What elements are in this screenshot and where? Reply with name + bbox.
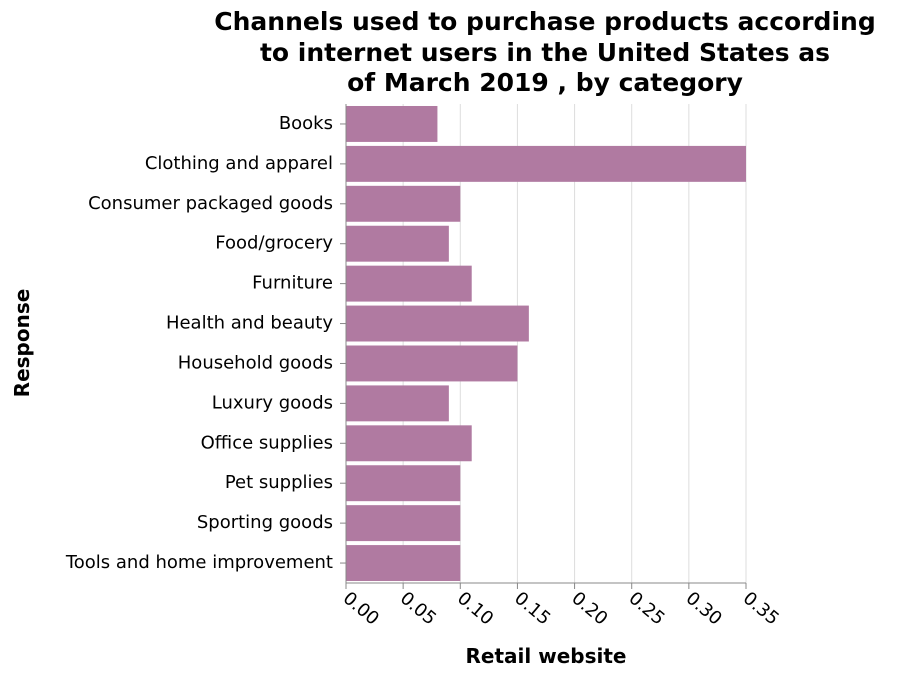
category-label: Tools and home improvement [65, 552, 333, 573]
x-tick-label: 0.00 [339, 588, 383, 630]
x-tick-label: 0.35 [739, 588, 783, 630]
bar [346, 345, 518, 382]
category-label: Consumer packaged goods [88, 193, 333, 214]
x-tick-label: 0.15 [510, 588, 554, 630]
bar [346, 145, 746, 182]
x-tick-label: 0.10 [453, 588, 497, 630]
category-label: Sporting goods [197, 512, 333, 533]
bar [346, 225, 449, 262]
x-tick-label: 0.20 [567, 588, 611, 630]
bar [346, 265, 472, 302]
category-label: Books [279, 113, 333, 134]
x-axis: 0.00 0.05 0.10 0.15 0.20 0.25 0.30 0.35 [339, 582, 783, 630]
title-line-1: Channels used to purchase products accor… [214, 7, 875, 36]
bar [346, 505, 461, 542]
title-line-2: to internet users in the United States a… [260, 38, 830, 67]
category-label: Luxury goods [212, 392, 333, 413]
bars-group [346, 105, 746, 582]
bar [346, 305, 529, 342]
title-line-3: of March 2019 , by category [347, 68, 743, 97]
bar [346, 185, 461, 222]
category-label: Furniture [252, 273, 333, 294]
category-label: Food/grocery [215, 233, 333, 254]
y-axis-title: Response [10, 289, 34, 398]
category-label: Office supplies [201, 432, 333, 453]
category-label: Pet supplies [225, 472, 333, 493]
category-label: Clothing and apparel [145, 153, 333, 174]
gridlines [345, 104, 747, 583]
bar [346, 545, 461, 582]
category-label: Household goods [178, 352, 333, 373]
bar [346, 425, 472, 462]
bar [346, 105, 438, 142]
x-tick-label: 0.30 [682, 588, 726, 630]
x-tick-label: 0.25 [625, 588, 669, 630]
bar [346, 465, 461, 502]
x-axis-title: Retail website [466, 644, 627, 668]
category-label: Health and beauty [166, 313, 333, 334]
chart-title: Channels used to purchase products accor… [214, 7, 875, 97]
y-axis: Books Clothing and apparel Consumer packag… [65, 104, 347, 583]
bar [346, 385, 449, 422]
x-tick-label: 0.05 [396, 588, 440, 630]
